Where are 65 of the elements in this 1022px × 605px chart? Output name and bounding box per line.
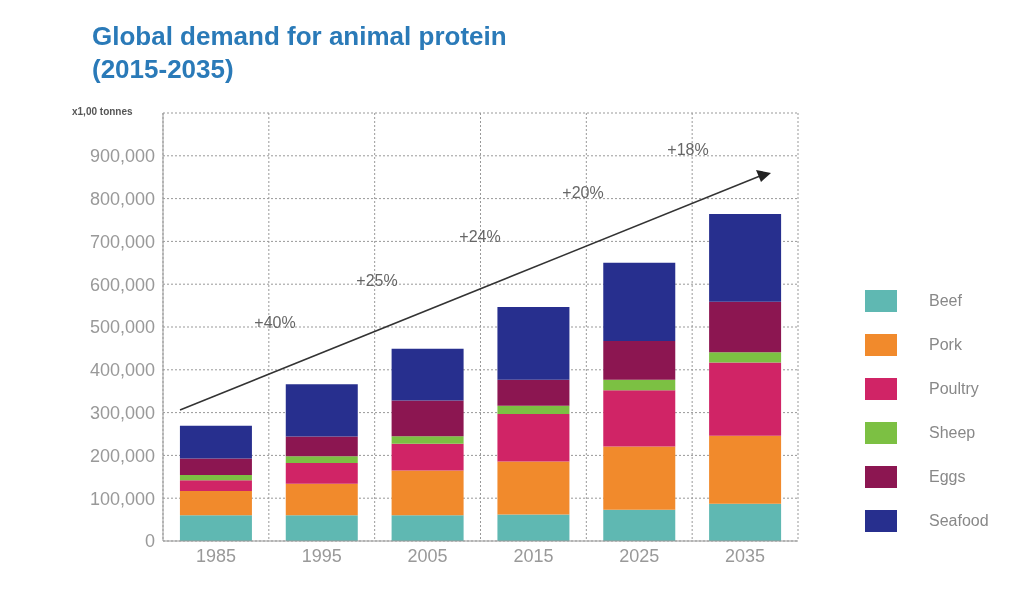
annotation: +20% [561, 184, 605, 202]
legend-label: Eggs [929, 468, 966, 486]
bar [179, 515, 252, 541]
bar [285, 436, 358, 457]
y-axis-title: x1,00 tonnes [72, 106, 133, 117]
x-tick-label: 2025 [619, 545, 660, 566]
y-tick-label: 900,000 [89, 146, 155, 167]
y-tick-label: 800,000 [89, 188, 155, 209]
bar [497, 461, 570, 515]
bar [391, 348, 464, 401]
bar [709, 435, 782, 504]
bar [285, 483, 358, 516]
bar [709, 362, 782, 436]
bar [179, 480, 252, 491]
bar [391, 470, 464, 516]
bar [285, 456, 358, 464]
y-tick-label: 0 [144, 531, 155, 552]
x-tick-label: 2015 [513, 545, 554, 566]
annotation: +25% [355, 272, 399, 290]
bar [179, 490, 252, 516]
chart-title: Global demand for animal protein (2015-2035) [92, 20, 508, 86]
y-tick-label: 100,000 [89, 488, 155, 509]
bar [709, 301, 782, 353]
bar [497, 379, 570, 406]
annotation: +24% [458, 228, 502, 246]
bar [497, 514, 570, 541]
bar [603, 379, 676, 391]
bar [709, 503, 782, 541]
x-tick-label: 1995 [301, 545, 342, 566]
bar [709, 352, 782, 363]
y-tick-label: 300,000 [89, 402, 155, 423]
y-tick-label: 700,000 [89, 231, 155, 252]
bar [179, 475, 252, 481]
bar [391, 515, 464, 541]
legend-label: Sheep [929, 424, 976, 442]
bar [497, 306, 570, 380]
bar [603, 341, 676, 380]
bar [179, 425, 252, 459]
bar [285, 384, 358, 437]
y-tick-label: 500,000 [89, 317, 155, 338]
bar [285, 515, 358, 541]
y-tick-label: 200,000 [89, 445, 155, 466]
y-tick-label: 400,000 [89, 360, 155, 381]
bar [391, 400, 464, 437]
bar [603, 446, 676, 510]
bar [285, 463, 358, 484]
bar [179, 458, 252, 476]
x-tick-label: 1985 [195, 545, 236, 566]
bar [497, 405, 570, 414]
bar [709, 214, 782, 302]
x-tick-label: 2005 [407, 545, 448, 566]
bar [391, 443, 464, 471]
annotation: +18% [666, 141, 710, 159]
legend-label: Beef [929, 292, 962, 310]
legend-label: Poultry [929, 380, 979, 398]
bar [603, 509, 676, 541]
bar [603, 390, 676, 447]
bar [603, 262, 676, 342]
bar [391, 436, 464, 444]
bar [497, 413, 570, 462]
annotation: +40% [253, 314, 297, 332]
legend-label: Seafood [929, 512, 989, 530]
x-tick-label: 2035 [725, 545, 766, 566]
legend-label: Pork [929, 336, 962, 354]
y-tick-label: 600,000 [89, 274, 155, 295]
